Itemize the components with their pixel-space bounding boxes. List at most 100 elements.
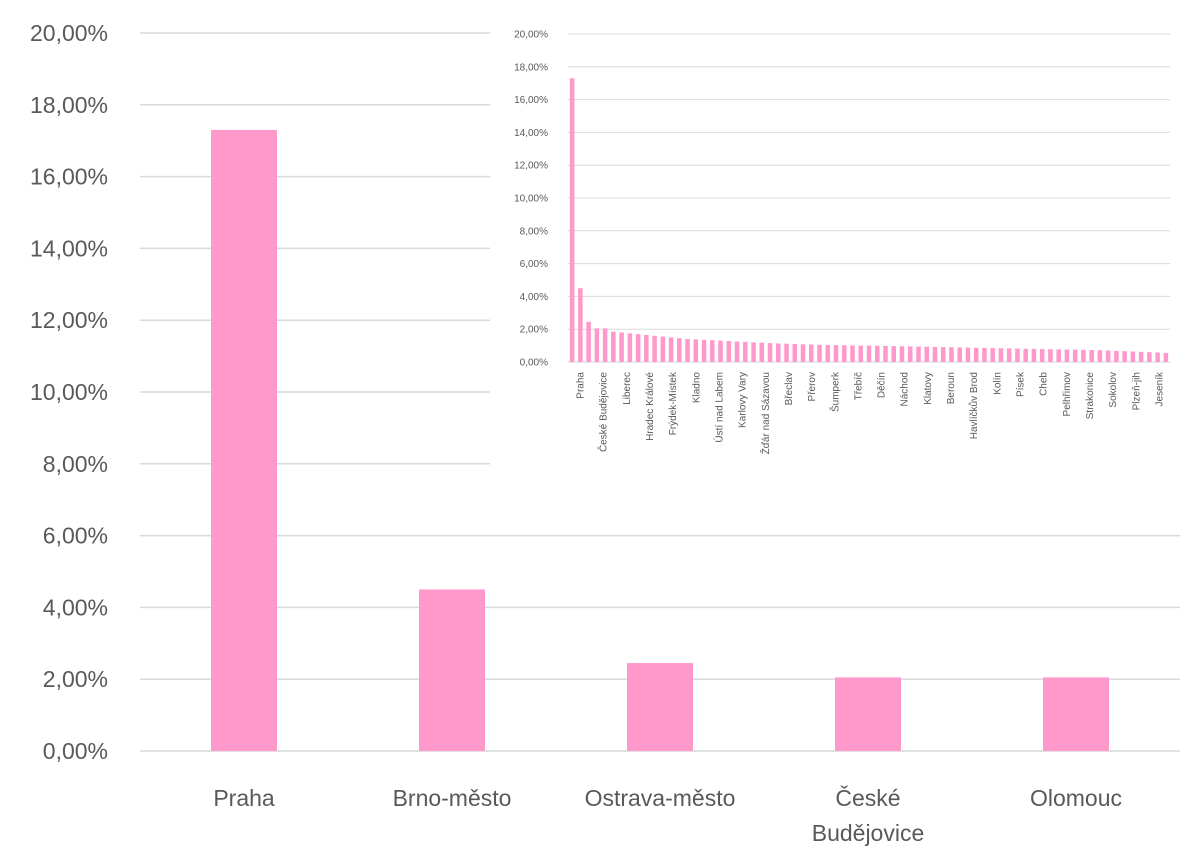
inset-bar [866, 345, 872, 362]
inset-bar [693, 339, 699, 362]
inset-x-tick-label: Kladno [691, 372, 702, 404]
main-y-tick-label: 20,00% [30, 20, 108, 46]
inset-x-tick-label: Kolín [992, 372, 1003, 395]
inset-x-tick-label: Strakonice [1085, 372, 1096, 420]
inset-bar [578, 288, 583, 362]
main-y-tick-label: 2,00% [43, 666, 108, 692]
main-x-tick-label: Ostrava-město [585, 785, 736, 811]
inset-x-tick-label: Frýdek-Místek [668, 371, 679, 435]
inset-bar [841, 345, 847, 362]
inset-bar [883, 345, 888, 362]
inset-bar [701, 339, 707, 362]
inset-x-tick-label: Praha [576, 372, 587, 399]
inset-bar [932, 346, 938, 362]
inset-background [490, 20, 1182, 490]
inset-bar [949, 347, 954, 362]
inset-bar [652, 335, 657, 362]
inset-bar [1163, 352, 1169, 362]
inset-bar [940, 347, 946, 362]
inset-bar [734, 341, 740, 362]
inset-bar [982, 347, 987, 362]
inset-bar [1105, 350, 1111, 362]
inset-bar [602, 328, 608, 362]
inset-bar [726, 341, 732, 362]
inset-x-tick-label: Děčín [877, 372, 888, 398]
inset-bar [792, 343, 798, 362]
main-x-tick-label: České Budějovice [812, 784, 925, 846]
inset-x-tick-label: Třebíč [853, 372, 864, 400]
inset-x-tick-label: Pelhřimov [1062, 372, 1073, 416]
main-bar [1043, 677, 1109, 751]
inset-bar [899, 346, 905, 362]
inset-y-tick-label: 10,00% [514, 194, 548, 205]
inset-bar [891, 346, 897, 362]
inset-bar [874, 345, 880, 362]
inset-bar [1097, 350, 1103, 362]
inset-bar [1006, 348, 1012, 362]
main-y-tick-label: 4,00% [43, 594, 108, 620]
inset-y-tick-label: 12,00% [514, 161, 548, 172]
inset-bar [817, 344, 822, 362]
main-y-tick-label: 16,00% [30, 164, 108, 190]
inset-bar [759, 342, 765, 362]
inset-bar [710, 340, 715, 362]
inset-bar [784, 343, 789, 362]
inset-bar [1064, 349, 1070, 362]
main-y-tick-label: 14,00% [30, 235, 108, 261]
inset-bar [668, 337, 674, 362]
inset-bar [1130, 351, 1136, 362]
inset-bar [990, 348, 995, 362]
inset-y-tick-label: 8,00% [520, 226, 548, 237]
inset-bar [809, 344, 814, 362]
main-y-tick-label: 10,00% [30, 379, 108, 405]
inset-x-tick-label: Havlíčkův Brod [968, 372, 980, 439]
inset-y-tick-label: 6,00% [520, 259, 548, 270]
inset-x-tick-label: České Budějovice [597, 372, 610, 452]
inset-y-tick-label: 18,00% [514, 62, 548, 73]
inset-x-tick-label: Sokolov [1108, 372, 1119, 408]
inset-bar [1138, 351, 1144, 362]
inset-y-tick-label: 4,00% [520, 292, 548, 303]
main-y-tick-label: 0,00% [43, 738, 108, 764]
inset-y-tick-label: 2,00% [520, 325, 548, 336]
inset-y-tick-label: 20,00% [514, 30, 548, 41]
inset-bar [751, 342, 756, 362]
inset-bar [627, 333, 633, 362]
inset-bar [1122, 351, 1127, 362]
inset-bar [1048, 349, 1053, 362]
inset-x-tick-label: Klatovy [923, 372, 934, 405]
inset-x-tick-label: Cheb [1039, 372, 1050, 396]
inset-bar [594, 328, 600, 362]
inset-bar [1114, 350, 1119, 362]
main-y-tick-label: 6,00% [43, 523, 108, 549]
main-x-tick-label: Praha [213, 785, 275, 811]
main-bar [211, 129, 277, 751]
main-x-tick-label: Brno-město [393, 785, 512, 811]
inset-x-tick-label: Jeseník [1154, 371, 1165, 406]
inset-bar [776, 343, 781, 362]
main-y-tick-label: 8,00% [43, 451, 108, 477]
inset-bar [611, 331, 616, 362]
main-bar [627, 663, 693, 751]
main-bar [835, 677, 901, 751]
inset-bar [973, 347, 979, 362]
main-bar [419, 589, 485, 751]
inset-bar [858, 345, 864, 362]
inset-bar [586, 321, 591, 362]
inset-bar [1056, 349, 1061, 362]
inset-x-tick-label: Břeclav [784, 372, 795, 405]
main-y-tick-label: 18,00% [30, 92, 108, 118]
main-y-tick-label: 12,00% [30, 307, 108, 333]
inset-bar [1147, 352, 1152, 362]
inset-bar [916, 346, 921, 362]
inset-bar [718, 340, 723, 362]
inset-y-tick-label: 0,00% [520, 358, 548, 369]
inset-bar [965, 347, 971, 362]
inset-bar [924, 346, 929, 362]
inset-bar [1089, 350, 1094, 362]
inset-y-tick-label: 16,00% [514, 95, 548, 106]
inset-bar [907, 346, 913, 362]
inset-x-tick-label: Karlovy Vary [738, 372, 749, 428]
